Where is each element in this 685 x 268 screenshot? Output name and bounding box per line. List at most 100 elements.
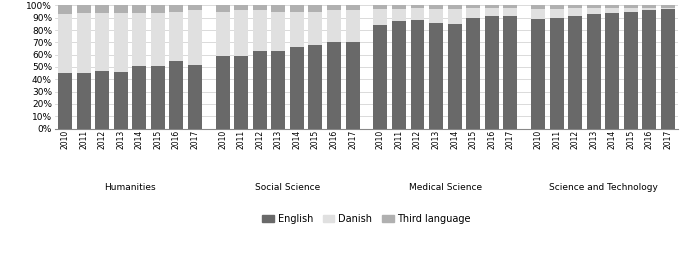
Bar	[447, 24, 462, 129]
Bar	[253, 51, 266, 129]
Bar	[95, 5, 109, 13]
Bar	[429, 23, 443, 129]
Bar	[216, 12, 229, 56]
Bar	[643, 5, 656, 8]
Bar	[169, 12, 184, 61]
Bar	[290, 47, 304, 129]
Bar	[624, 12, 638, 129]
Bar	[58, 5, 72, 14]
Bar	[503, 8, 517, 16]
Bar	[373, 25, 387, 129]
Bar	[327, 42, 341, 129]
Bar	[346, 42, 360, 129]
Bar	[643, 8, 656, 10]
Bar	[410, 8, 425, 20]
Bar	[346, 10, 360, 42]
Legend: English, Danish, Third language: English, Danish, Third language	[258, 210, 475, 228]
Bar	[216, 5, 229, 12]
Bar	[503, 5, 517, 8]
Bar	[624, 8, 638, 12]
Bar	[466, 8, 480, 18]
Bar	[606, 5, 619, 8]
Bar	[151, 66, 164, 129]
Bar	[132, 5, 146, 13]
Bar	[132, 13, 146, 66]
Text: Medical Science: Medical Science	[409, 183, 482, 192]
Bar	[410, 20, 425, 129]
Bar	[373, 5, 387, 9]
Bar	[392, 5, 406, 9]
Text: Social Science: Social Science	[255, 183, 321, 192]
Bar	[410, 5, 425, 8]
Bar	[234, 5, 248, 10]
Bar	[308, 12, 323, 45]
Bar	[569, 5, 582, 8]
Bar	[271, 51, 286, 129]
Bar	[58, 14, 72, 73]
Bar	[429, 9, 443, 23]
Bar	[485, 16, 499, 129]
Bar	[188, 65, 202, 129]
Bar	[234, 10, 248, 56]
Bar	[447, 5, 462, 9]
Bar	[549, 5, 564, 9]
Bar	[132, 66, 146, 129]
Bar	[151, 13, 164, 66]
Bar	[531, 9, 545, 19]
Bar	[114, 13, 127, 72]
Bar	[308, 5, 323, 12]
Bar	[290, 5, 304, 12]
Bar	[531, 19, 545, 129]
Bar	[549, 9, 564, 18]
Bar	[114, 72, 127, 129]
Bar	[569, 8, 582, 16]
Bar	[466, 18, 480, 129]
Bar	[606, 8, 619, 13]
Bar	[429, 5, 443, 9]
Bar	[77, 5, 90, 13]
Bar	[346, 5, 360, 10]
Bar	[503, 16, 517, 129]
Bar	[253, 10, 266, 51]
Bar	[327, 5, 341, 10]
Bar	[169, 5, 184, 12]
Bar	[169, 61, 184, 129]
Bar	[234, 56, 248, 129]
Bar	[569, 16, 582, 129]
Bar	[188, 10, 202, 65]
Bar	[373, 9, 387, 25]
Bar	[95, 71, 109, 129]
Bar	[253, 5, 266, 10]
Bar	[392, 9, 406, 21]
Bar	[188, 5, 202, 10]
Bar	[308, 45, 323, 129]
Bar	[661, 5, 675, 8]
Bar	[151, 5, 164, 13]
Bar	[587, 5, 601, 8]
Bar	[485, 5, 499, 8]
Bar	[271, 5, 286, 12]
Bar	[624, 5, 638, 8]
Bar	[392, 21, 406, 129]
Bar	[77, 73, 90, 129]
Bar	[485, 8, 499, 16]
Bar	[95, 13, 109, 71]
Bar	[290, 12, 304, 47]
Bar	[466, 5, 480, 8]
Bar	[587, 8, 601, 14]
Bar	[327, 10, 341, 42]
Bar	[531, 5, 545, 9]
Bar	[606, 13, 619, 129]
Bar	[661, 8, 675, 9]
Bar	[216, 56, 229, 129]
Bar	[77, 13, 90, 73]
Bar	[587, 14, 601, 129]
Bar	[58, 73, 72, 129]
Bar	[114, 5, 127, 13]
Text: Science and Technology: Science and Technology	[549, 183, 658, 192]
Text: Humanities: Humanities	[104, 183, 155, 192]
Bar	[271, 12, 286, 51]
Bar	[643, 10, 656, 129]
Bar	[549, 18, 564, 129]
Bar	[447, 9, 462, 24]
